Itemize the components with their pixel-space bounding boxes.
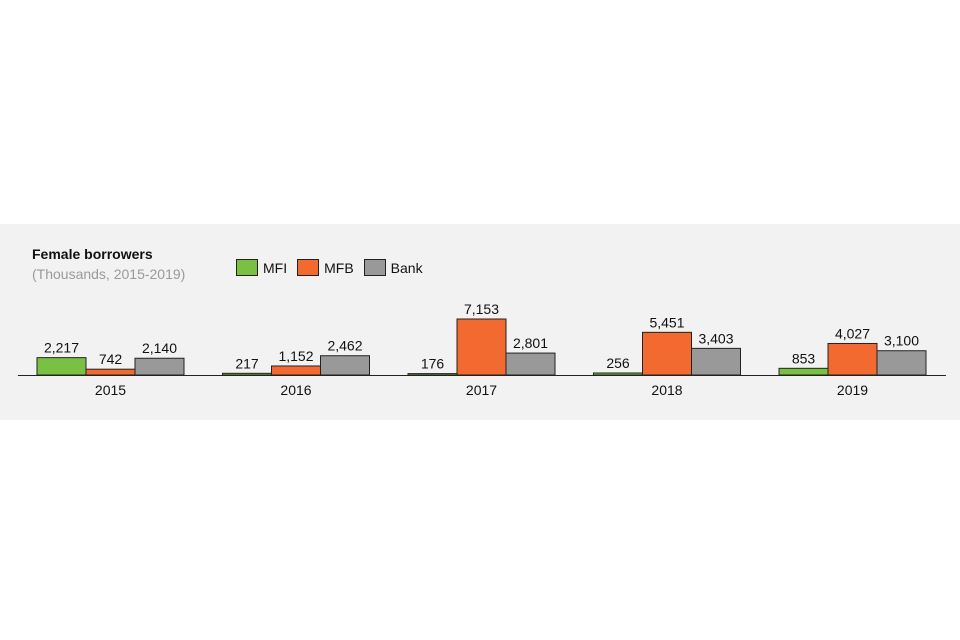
data-label-bank-2017: 2,801 <box>513 335 548 351</box>
data-label-mfb-2015: 742 <box>99 351 123 367</box>
legend-swatch-mfb <box>297 259 320 276</box>
data-label-mfb-2019: 4,027 <box>835 325 870 341</box>
chart-legend: MFI MFB Bank <box>236 259 433 276</box>
legend-label-mfi: MFI <box>263 259 288 276</box>
bar-mfb-2016 <box>271 365 321 376</box>
bar-mfi-2015 <box>36 357 87 376</box>
data-label-mfi-2016: 217 <box>235 355 259 371</box>
x-tick-label-2016: 2016 <box>280 382 311 398</box>
data-label-bank-2018: 3,403 <box>698 330 733 346</box>
bar-bank-2016 <box>320 355 370 376</box>
data-label-mfi-2017: 176 <box>421 356 445 372</box>
chart-title: Female borrowers <box>32 246 153 262</box>
data-label-mfb-2016: 1,152 <box>278 348 313 364</box>
data-label-mfb-2017: 7,153 <box>464 301 499 317</box>
legend-swatch-bank <box>363 259 386 276</box>
bar-mfb-2019 <box>827 342 878 376</box>
x-tick-label-2018: 2018 <box>651 382 682 398</box>
data-label-mfb-2018: 5,451 <box>649 314 684 330</box>
legend-item-mfb: MFB <box>297 259 354 276</box>
bar-mfb-2015 <box>85 368 136 376</box>
legend-item-bank: Bank <box>363 259 423 276</box>
x-tick-label-2015: 2015 <box>95 382 126 398</box>
bar-mfi-2016 <box>222 372 272 376</box>
bar-mfb-2017 <box>456 318 507 376</box>
legend-label-mfb: MFB <box>324 259 354 276</box>
legend-item-mfi: MFI <box>236 259 287 276</box>
data-label-mfi-2015: 2,217 <box>44 340 79 356</box>
x-tick-label-2019: 2019 <box>837 382 868 398</box>
legend-label-bank: Bank <box>390 259 423 276</box>
bar-mfi-2018 <box>593 372 643 376</box>
bar-bank-2017 <box>505 352 556 376</box>
data-label-bank-2019: 3,100 <box>884 333 919 349</box>
legend-swatch-mfi <box>236 259 258 276</box>
x-tick-label-2017: 2017 <box>466 382 497 398</box>
bar-bank-2018 <box>691 347 741 376</box>
data-label-bank-2015: 2,140 <box>142 340 177 356</box>
data-label-bank-2016: 2,462 <box>327 338 362 354</box>
bar-mfb-2018 <box>642 331 692 376</box>
data-label-mfi-2019: 853 <box>792 350 816 366</box>
bar-mfi-2019 <box>778 367 829 376</box>
chart-subtitle: (Thousands, 2015-2019) <box>32 266 186 282</box>
data-label-mfi-2018: 256 <box>606 355 630 371</box>
bar-bank-2015 <box>134 357 185 376</box>
bar-mfi-2017 <box>407 373 458 376</box>
bar-bank-2019 <box>876 350 927 376</box>
